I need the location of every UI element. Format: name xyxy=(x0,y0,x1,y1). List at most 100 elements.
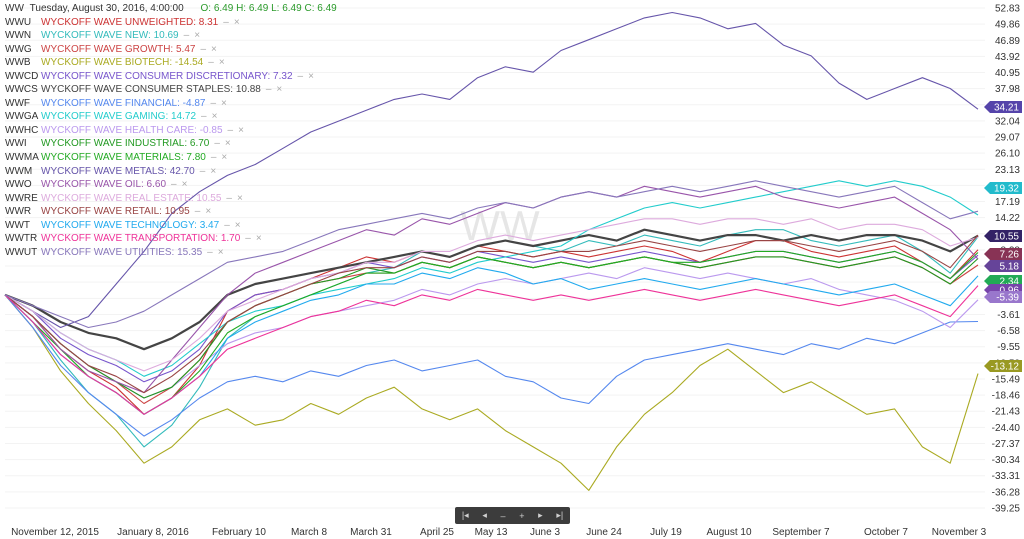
end-value-label: -5.39 xyxy=(984,291,1022,304)
legend-close-control[interactable]: × xyxy=(194,30,201,42)
legend-close-control[interactable]: × xyxy=(224,138,231,150)
legend-close-control[interactable]: × xyxy=(210,165,217,177)
legend-hide-control[interactable]: – xyxy=(265,84,272,96)
end-value-tag xyxy=(984,101,1022,113)
y-tick-label: -24.40 xyxy=(992,423,1021,434)
legend-row: WWT WYCKOFF WAVE TECHNOLOGY: 3.47– × xyxy=(5,219,337,233)
y-tick-label: -6.58 xyxy=(997,326,1020,337)
legend-close-control[interactable]: × xyxy=(221,97,227,109)
header-datetime: Tuesday, August 30, 2016, 4:00:00 xyxy=(29,3,184,14)
y-tick-label: 37.98 xyxy=(995,84,1020,95)
legend-symbol: WWMA xyxy=(5,152,39,164)
legend-hide-control[interactable]: – xyxy=(226,192,232,204)
legend-hide-control[interactable]: – xyxy=(201,111,207,123)
legend-close-control[interactable]: × xyxy=(308,70,314,82)
legend-hide-control[interactable]: – xyxy=(210,97,217,109)
legend-row: WWMA WYCKOFF WAVE MATERIALS: 7.80– × xyxy=(5,151,337,165)
legend-hide-control[interactable]: – xyxy=(200,43,207,55)
end-value-tag xyxy=(984,248,1022,260)
legend-close-control[interactable]: × xyxy=(255,233,262,245)
end-value-label: 10.55 xyxy=(984,230,1022,243)
legend-close-control[interactable]: × xyxy=(236,192,243,204)
y-tick-label: 52.83 xyxy=(995,4,1020,15)
legend-close-control[interactable]: × xyxy=(217,246,224,258)
legend-hide-control[interactable]: – xyxy=(208,57,214,69)
legend-row: WWI WYCKOFF WAVE INDUSTRIAL: 6.70– × xyxy=(5,137,337,151)
close-value: 6.49 xyxy=(317,3,337,14)
legend-close-control[interactable]: × xyxy=(238,124,244,136)
series-line-wwre xyxy=(4,218,979,372)
x-tick-label: July 19 xyxy=(650,527,682,538)
legend-close-control[interactable]: × xyxy=(221,152,228,164)
legend-symbol: WWT xyxy=(5,219,30,231)
x-tick-label: August 10 xyxy=(706,527,751,538)
end-value-text: 34.21 xyxy=(994,103,1019,114)
legend-hide-control[interactable]: – xyxy=(171,179,177,191)
end-value-text: -5.39 xyxy=(996,293,1019,304)
legend-hide-control[interactable]: – xyxy=(297,70,304,82)
legend-hide-control[interactable]: – xyxy=(194,206,201,218)
legend-close-control[interactable]: × xyxy=(211,43,217,55)
legend-hide-control[interactable]: – xyxy=(224,219,230,231)
legend-close-control[interactable]: × xyxy=(276,84,283,96)
end-value-labels: 34.2119.3210.557.265.182.340.96-5.39-13.… xyxy=(984,101,1022,373)
y-tick-label: 32.04 xyxy=(995,116,1020,127)
legend-row: WWU WYCKOFF WAVE UNWEIGHTED: 8.31– × xyxy=(5,16,337,30)
end-value-text: 10.55 xyxy=(994,232,1019,243)
nav-last-icon[interactable]: ▸| xyxy=(556,510,564,520)
legend-close-control[interactable]: × xyxy=(211,111,218,123)
legend-close-control[interactable]: × xyxy=(233,16,240,28)
close-label: C: xyxy=(304,3,315,14)
end-value-tag xyxy=(984,291,1022,303)
legend-symbol: WWB xyxy=(5,57,31,69)
legend-hide-control[interactable]: – xyxy=(199,165,206,177)
high-label: H: xyxy=(236,3,247,14)
legend-row: WWGA WYCKOFF WAVE GAMING: 14.72– × xyxy=(5,110,337,124)
y-tick-label: -33.31 xyxy=(992,471,1021,482)
legend-series-name: WYCKOFF WAVE UNWEIGHTED: 8.31 xyxy=(41,16,219,28)
end-value-tag xyxy=(984,260,1022,272)
legend-close-control[interactable]: × xyxy=(205,206,212,218)
legend-series-name: WYCKOFF WAVE GROWTH: 5.47 xyxy=(41,43,196,55)
end-value-tag xyxy=(984,360,1022,372)
legend-close-control[interactable]: × xyxy=(218,57,225,69)
x-tick-label: October 7 xyxy=(864,527,908,538)
end-value-text: 2.34 xyxy=(1000,277,1020,288)
legend-series-name: WYCKOFF WAVE GAMING: 14.72 xyxy=(41,111,197,123)
legend-symbol: WWI xyxy=(5,138,27,150)
legend-symbol: WWO xyxy=(5,179,32,191)
legend-hide-control[interactable]: – xyxy=(227,124,234,136)
legend-row: WWRE WYCKOFF WAVE REAL ESTATE: 10.55– × xyxy=(5,192,337,206)
legend-series-name: WYCKOFF WAVE RETAIL: 10.95 xyxy=(41,206,190,218)
series-line-wwm xyxy=(4,11,979,329)
header-symbol: WW xyxy=(5,3,24,14)
x-axis-ticks: November 12, 2015 January 8, 2016 February… xyxy=(11,527,987,538)
legend-series-name: WYCKOFF WAVE MATERIALS: 7.80 xyxy=(41,152,206,164)
legend-series-name: WYCKOFF WAVE TRANSPORTATION: 1.70 xyxy=(41,233,241,245)
legend-hide-control[interactable]: – xyxy=(207,246,213,258)
legend-series-name: WYCKOFF WAVE NEW: 10.69 xyxy=(41,30,179,42)
legend-hide-control[interactable]: – xyxy=(210,152,217,164)
legend-series-name: WYCKOFF WAVE CONSUMER DISCRETIONARY: 7.3… xyxy=(41,70,293,82)
legend-close-control[interactable]: × xyxy=(234,219,241,231)
legend-series-name: WYCKOFF WAVE FINANCIAL: -4.87 xyxy=(41,97,206,109)
y-tick-label: -18.46 xyxy=(992,391,1021,402)
nav-first-icon[interactable]: |◂ xyxy=(461,510,469,520)
end-value-label: 7.26 xyxy=(984,248,1022,261)
x-tick-label: May 13 xyxy=(475,527,508,538)
legend-symbol: WWF xyxy=(5,97,30,109)
nav-zoom-in-icon[interactable]: + xyxy=(519,510,525,521)
legend-row: WWG WYCKOFF WAVE GROWTH: 5.47– × xyxy=(5,43,337,57)
legend-hide-control[interactable]: – xyxy=(183,30,190,42)
legend-hide-control[interactable]: – xyxy=(214,138,220,150)
nav-zoom-out-icon[interactable]: – xyxy=(500,510,506,521)
legend-close-control[interactable]: × xyxy=(181,179,188,191)
nav-prev-icon[interactable]: ◂ xyxy=(482,510,487,520)
legend-hide-control[interactable]: – xyxy=(223,16,229,28)
series-line-wwut xyxy=(4,180,979,329)
legend-hide-control[interactable]: – xyxy=(245,233,251,245)
legend-row: WWR WYCKOFF WAVE RETAIL: 10.95– × xyxy=(5,205,337,219)
legend-symbol: WWCD xyxy=(5,70,39,82)
nav-next-icon[interactable]: ▸ xyxy=(538,510,543,520)
legend-symbol: WWU xyxy=(5,16,32,28)
